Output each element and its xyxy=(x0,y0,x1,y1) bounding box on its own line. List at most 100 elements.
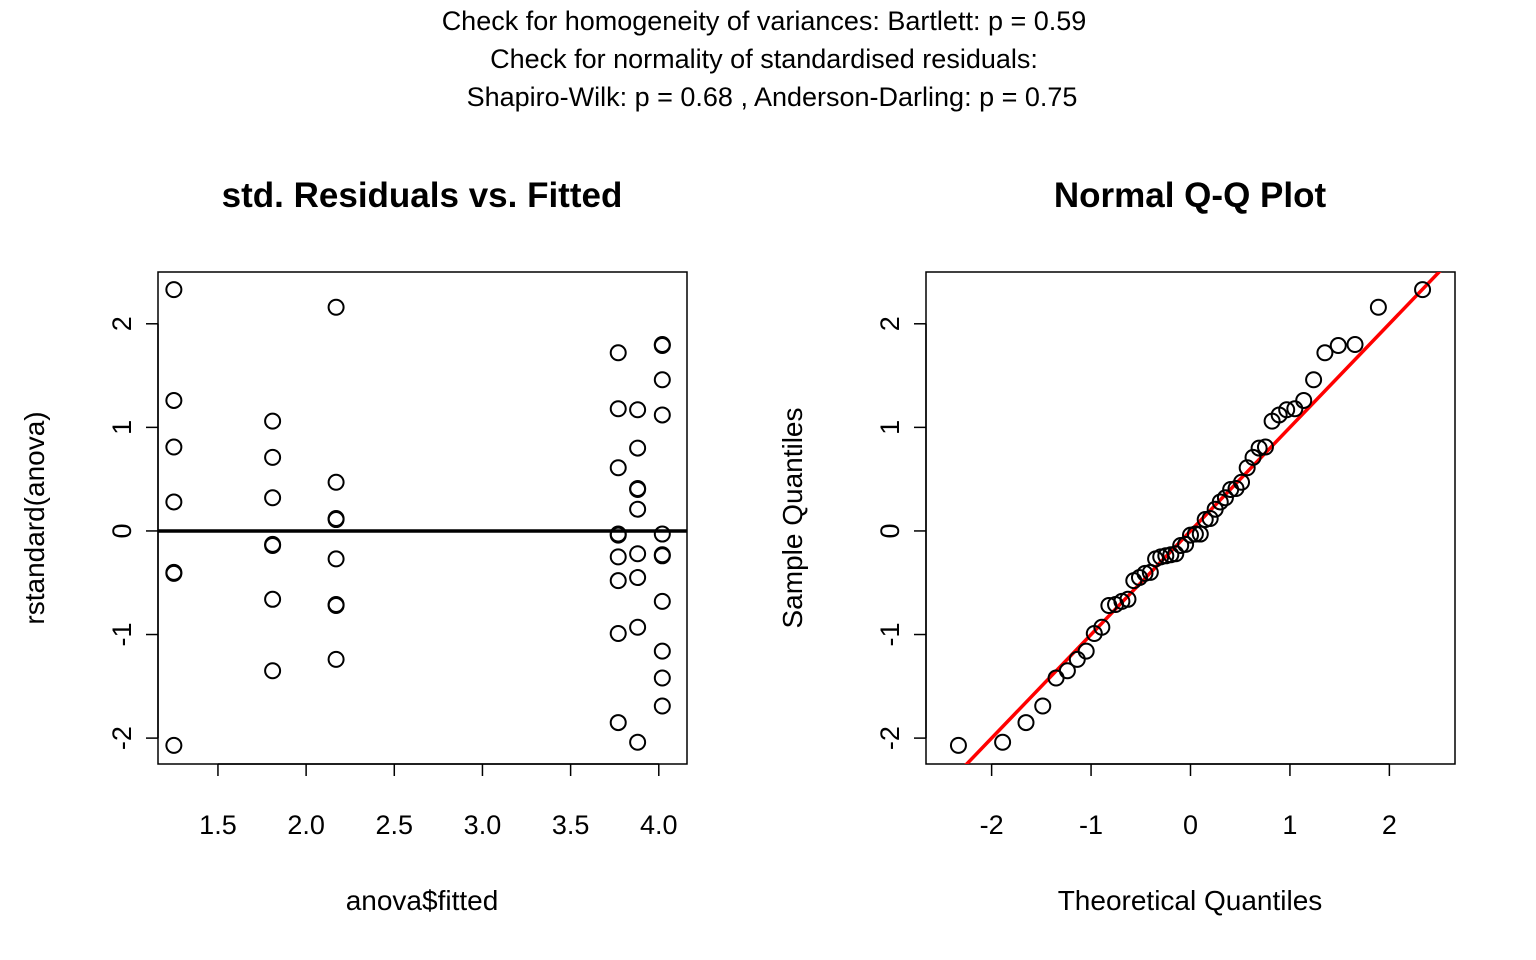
residual-point xyxy=(629,618,647,636)
residual-point xyxy=(653,669,671,687)
residual-point xyxy=(609,400,627,418)
qq-point xyxy=(1216,489,1234,507)
residual-point xyxy=(327,473,345,491)
x-tick-label: 2 xyxy=(1382,810,1397,840)
qq-y-axis-label: Sample Quantiles xyxy=(777,407,808,628)
residual-point xyxy=(609,459,627,477)
qq-point xyxy=(1278,401,1296,419)
residual-point xyxy=(165,736,183,754)
residual-point xyxy=(609,572,627,590)
residual-point xyxy=(653,525,671,543)
qq-point xyxy=(1329,337,1347,355)
qq-point xyxy=(1201,510,1219,528)
y-tick-label: -2 xyxy=(107,726,137,750)
residuals-vs-fitted-panel: std. Residuals vs. Fitted 1.5 2.0 2.5 3.0 3.… xyxy=(19,176,688,916)
residuals-x-axis-label: anova$fitted xyxy=(346,885,499,916)
y-tick-label: -2 xyxy=(875,726,905,750)
residual-point xyxy=(165,493,183,511)
x-tick-label: 3.5 xyxy=(552,810,590,840)
y-tick-label: 0 xyxy=(107,523,137,538)
residual-point xyxy=(264,489,282,507)
qq-point xyxy=(1167,545,1185,563)
qq-points xyxy=(949,281,1432,754)
qq-point xyxy=(1211,493,1229,511)
qq-point xyxy=(1305,371,1323,389)
residual-point xyxy=(629,481,647,499)
qq-y-axis: -2 -1 0 1 2 xyxy=(875,316,927,750)
qq-point xyxy=(1316,344,1334,362)
qq-point xyxy=(1130,569,1148,587)
residual-point xyxy=(264,662,282,680)
qq-line xyxy=(964,272,1442,764)
x-tick-label: 1 xyxy=(1282,810,1297,840)
qq-point xyxy=(1244,448,1262,466)
residual-point xyxy=(629,733,647,751)
residuals-y-axis-label: rstandard(anova) xyxy=(19,411,50,624)
y-tick-label: 1 xyxy=(107,420,137,435)
y-tick-label: -1 xyxy=(875,623,905,647)
residuals-y-axis: -2 -1 0 1 2 xyxy=(107,316,159,750)
y-tick-label: 0 xyxy=(875,523,905,538)
qq-plot-title: Normal Q-Q Plot xyxy=(1054,176,1327,215)
qq-x-axis: -2 -1 0 1 2 xyxy=(980,763,1397,840)
residual-point xyxy=(327,650,345,668)
residuals-x-axis: 1.5 2.0 2.5 3.0 3.5 4.0 xyxy=(199,763,678,840)
header-line-3: Shapiro-Wilk: p = 0.68 , Anderson-Darlin… xyxy=(467,82,1078,112)
qq-point xyxy=(1238,459,1256,477)
x-tick-label: 0 xyxy=(1183,810,1198,840)
residual-point xyxy=(609,548,627,566)
residual-point xyxy=(653,592,671,610)
residual-point xyxy=(327,550,345,568)
qq-point xyxy=(1034,697,1052,715)
residual-point xyxy=(629,545,647,563)
residual-point xyxy=(165,438,183,456)
qq-point xyxy=(1191,525,1209,543)
qq-point xyxy=(1346,336,1364,354)
x-tick-label: 2.0 xyxy=(287,810,325,840)
residual-point xyxy=(327,298,345,316)
residual-point xyxy=(629,401,647,419)
y-tick-label: 2 xyxy=(875,316,905,331)
residual-point xyxy=(264,448,282,466)
x-tick-label: 2.5 xyxy=(376,810,414,840)
residual-point xyxy=(653,406,671,424)
residual-point xyxy=(264,412,282,430)
residual-point xyxy=(264,536,282,554)
residual-point xyxy=(653,337,671,355)
qq-reference-line xyxy=(964,272,1442,764)
x-tick-label: 3.0 xyxy=(464,810,502,840)
residual-point xyxy=(165,564,183,582)
qq-point xyxy=(1186,525,1204,543)
x-tick-label: 1.5 xyxy=(199,810,237,840)
residual-point xyxy=(653,547,671,565)
qq-point xyxy=(1077,642,1095,660)
qq-point xyxy=(1369,298,1387,316)
y-tick-label: 2 xyxy=(107,316,137,331)
qq-point xyxy=(1017,714,1035,732)
qq-point xyxy=(994,733,1012,751)
residual-point xyxy=(609,526,627,544)
residual-point xyxy=(653,371,671,389)
qq-x-axis-label: Theoretical Quantiles xyxy=(1058,885,1323,916)
y-tick-label: 1 xyxy=(875,420,905,435)
y-tick-label: -1 xyxy=(107,623,137,647)
qq-point xyxy=(1256,438,1274,456)
residual-point xyxy=(609,344,627,362)
header-line-1: Check for homogeneity of variances: Bart… xyxy=(442,6,1087,36)
residual-point xyxy=(264,590,282,608)
residual-point xyxy=(629,500,647,518)
residual-point xyxy=(609,624,627,642)
residual-point xyxy=(653,697,671,715)
residual-point xyxy=(653,642,671,660)
residual-point xyxy=(327,597,345,615)
qq-point xyxy=(1093,618,1111,636)
residuals-plot-title: std. Residuals vs. Fitted xyxy=(222,176,623,215)
normal-qq-panel: Normal Q-Q Plot -2 -1 0 1 2 -2 -1 0 1 2 Theoreti… xyxy=(777,176,1456,916)
qq-plot-frame xyxy=(925,271,1456,765)
qq-point xyxy=(1177,535,1195,553)
qq-point xyxy=(1058,662,1076,680)
residual-point xyxy=(165,281,183,299)
header-line-2: Check for normality of standardised resi… xyxy=(490,44,1038,74)
residuals-plot-frame xyxy=(157,271,688,765)
residuals-points xyxy=(165,281,671,754)
